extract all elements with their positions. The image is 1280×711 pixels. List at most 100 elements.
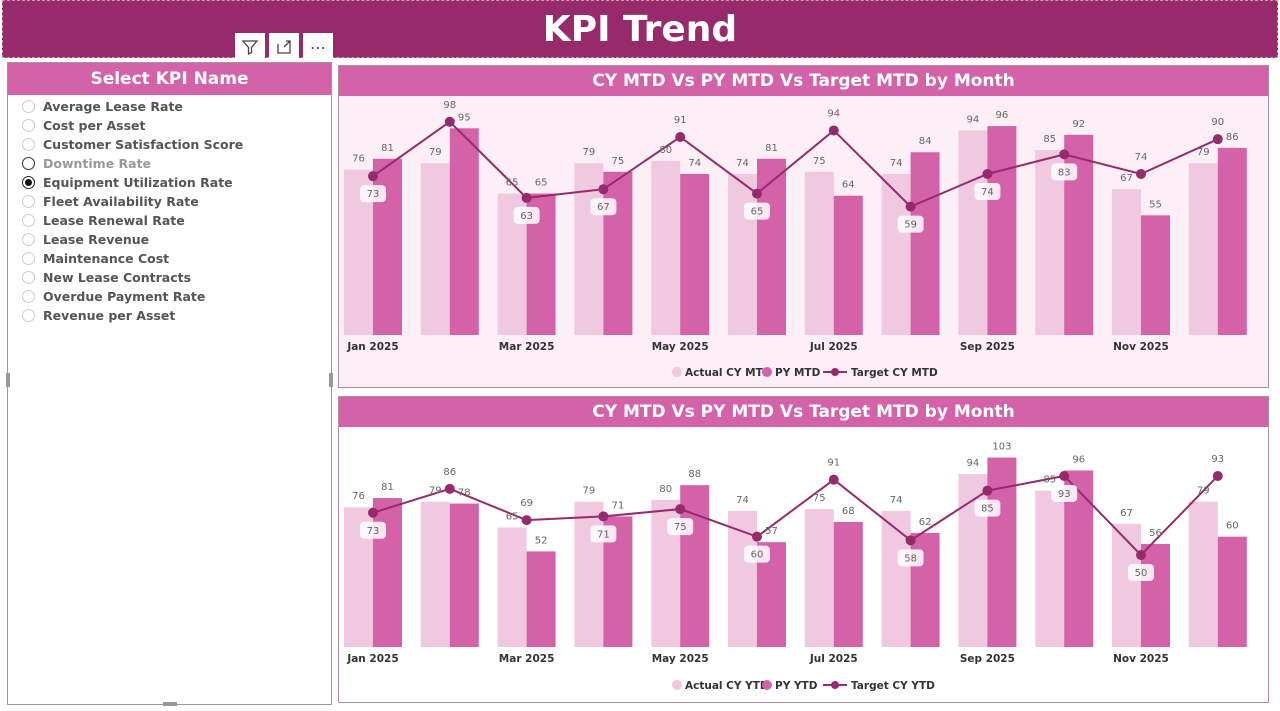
target-point bbox=[675, 504, 686, 515]
data-label-target: 90 bbox=[1211, 117, 1224, 128]
x-tick-label: Jul 2025 bbox=[809, 341, 858, 353]
slicer-item[interactable]: Average Lease Rate bbox=[22, 97, 331, 116]
slicer-item[interactable]: Maintenance Cost bbox=[22, 249, 331, 268]
chart-title: CY MTD Vs PY MTD Vs Target MTD by Month bbox=[339, 397, 1268, 427]
focus-mode-icon[interactable] bbox=[269, 33, 299, 61]
slicer-item[interactable]: Revenue per Asset bbox=[22, 306, 331, 325]
data-label-py: 60 bbox=[1226, 521, 1239, 532]
target-point bbox=[1212, 470, 1223, 481]
chart-mtd: CY MTD Vs PY MTD Vs Target MTD by Month … bbox=[338, 65, 1269, 388]
radio-icon[interactable] bbox=[22, 119, 35, 132]
data-label-py: 68 bbox=[842, 506, 855, 517]
data-label-py: 96 bbox=[1072, 454, 1085, 465]
x-tick-label: Jul 2025 bbox=[809, 653, 858, 665]
radio-icon[interactable] bbox=[22, 233, 35, 246]
radio-icon[interactable] bbox=[22, 290, 35, 303]
radio-icon[interactable] bbox=[22, 214, 35, 227]
data-label-py: 64 bbox=[842, 180, 855, 191]
data-label-py: 88 bbox=[688, 469, 701, 480]
data-label-actual: 79 bbox=[583, 147, 596, 158]
x-tick-label: May 2025 bbox=[652, 653, 709, 665]
slicer-item-label: Cost per Asset bbox=[43, 118, 146, 133]
data-label-actual: 79 bbox=[429, 147, 442, 158]
data-label-py: 81 bbox=[381, 482, 394, 493]
more-options-icon[interactable]: ⋯ bbox=[303, 33, 333, 61]
target-point bbox=[368, 507, 378, 518]
bar-py bbox=[603, 171, 633, 335]
radio-icon[interactable] bbox=[22, 176, 35, 189]
slicer-item[interactable]: Overdue Payment Rate bbox=[22, 287, 331, 306]
slicer-item[interactable]: Customer Satisfaction Score bbox=[22, 135, 331, 154]
data-label-py: 56 bbox=[1149, 528, 1162, 539]
slicer-item-label: Lease Revenue bbox=[43, 232, 150, 247]
data-label-target: 73 bbox=[367, 189, 380, 200]
slicer-item[interactable]: Cost per Asset bbox=[22, 116, 331, 135]
legend-marker bbox=[672, 367, 682, 377]
legend-marker bbox=[672, 680, 682, 690]
target-point bbox=[1136, 550, 1146, 561]
data-label-target: 74 bbox=[981, 187, 994, 198]
data-label-actual: 80 bbox=[659, 145, 672, 156]
resize-handle[interactable] bbox=[6, 373, 10, 387]
resize-handle[interactable] bbox=[163, 702, 177, 706]
data-label-py: 96 bbox=[996, 110, 1009, 121]
radio-icon[interactable] bbox=[22, 157, 35, 170]
data-label-target: 58 bbox=[904, 553, 917, 564]
target-label-box bbox=[360, 185, 386, 203]
data-label-target: 83 bbox=[1058, 167, 1071, 178]
slicer-item[interactable]: Equipment Utilization Rate bbox=[22, 173, 331, 192]
data-label-target: 93 bbox=[1058, 489, 1071, 500]
bar-actual bbox=[728, 510, 757, 647]
target-label-box bbox=[1051, 484, 1078, 502]
radio-icon[interactable] bbox=[22, 271, 35, 284]
radio-icon[interactable] bbox=[22, 195, 35, 208]
bar-actual bbox=[651, 160, 681, 335]
slicer-item[interactable]: Lease Revenue bbox=[22, 230, 331, 249]
target-point bbox=[1136, 168, 1146, 179]
data-label-py: 86 bbox=[1226, 132, 1239, 143]
slicer-item-label: Equipment Utilization Rate bbox=[43, 175, 233, 190]
target-point bbox=[368, 171, 378, 182]
radio-icon[interactable] bbox=[22, 309, 35, 322]
target-point bbox=[982, 168, 993, 179]
data-label-py: 103 bbox=[992, 442, 1011, 453]
bar-actual bbox=[497, 527, 527, 647]
data-label-actual: 74 bbox=[890, 495, 903, 506]
resize-handle[interactable] bbox=[329, 373, 333, 387]
slicer-item[interactable]: New Lease Contracts bbox=[22, 268, 331, 287]
filter-icon[interactable] bbox=[235, 33, 265, 61]
data-label-target: 94 bbox=[827, 108, 840, 119]
slicer-item-label: Customer Satisfaction Score bbox=[43, 137, 244, 152]
slicer-item-label: Downtime Rate bbox=[43, 156, 152, 171]
data-label-actual: 75 bbox=[813, 156, 826, 167]
slicer-item[interactable]: Lease Renewal Rate bbox=[22, 211, 331, 230]
legend-label: PY YTD bbox=[775, 680, 818, 692]
bar-actual bbox=[728, 173, 757, 335]
data-label-py: 71 bbox=[612, 500, 625, 511]
radio-icon[interactable] bbox=[22, 252, 35, 265]
target-label-box bbox=[360, 521, 386, 539]
slicer-item[interactable]: Downtime Rate bbox=[22, 154, 331, 173]
radio-icon[interactable] bbox=[22, 138, 35, 151]
data-label-target: 59 bbox=[904, 220, 917, 231]
target-label-box bbox=[744, 202, 770, 220]
chart-title: CY MTD Vs PY MTD Vs Target MTD by Month bbox=[339, 66, 1268, 96]
legend-label: Actual CY MTD bbox=[685, 367, 772, 379]
data-label-py: 81 bbox=[381, 143, 394, 154]
data-label-actual: 85 bbox=[1043, 134, 1056, 145]
bar-actual bbox=[804, 509, 834, 647]
data-label-target: 74 bbox=[1135, 152, 1148, 163]
legend-label: Target CY MTD bbox=[851, 367, 938, 379]
slicer-item-label: Fleet Availability Rate bbox=[43, 194, 199, 209]
radio-icon[interactable] bbox=[22, 100, 35, 113]
data-label-target: 91 bbox=[827, 458, 840, 469]
bar-py bbox=[987, 126, 1017, 335]
target-label-box bbox=[1051, 163, 1078, 181]
slicer-item[interactable]: Fleet Availability Rate bbox=[22, 192, 331, 211]
x-tick-label: Mar 2025 bbox=[499, 341, 555, 353]
target-point bbox=[598, 511, 609, 522]
data-label-actual: 79 bbox=[1197, 147, 1210, 158]
data-label-target: 50 bbox=[1135, 568, 1148, 579]
x-tick-label: Nov 2025 bbox=[1113, 341, 1169, 353]
target-label-box bbox=[590, 198, 617, 216]
